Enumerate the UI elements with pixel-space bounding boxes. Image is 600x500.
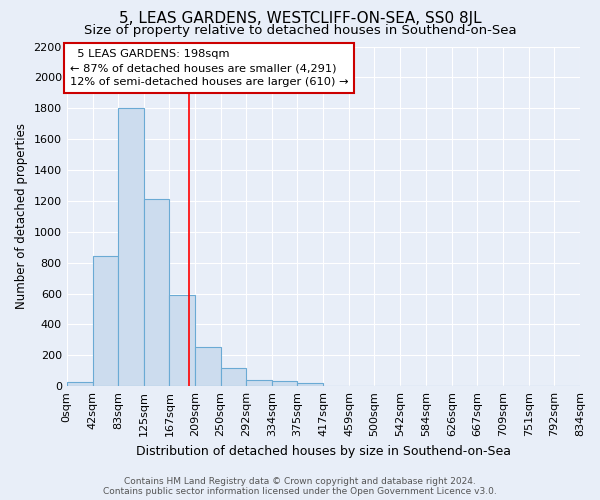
Bar	[143, 200, 169, 386]
Bar	[92, 256, 118, 386]
X-axis label: Distribution of detached houses by size in Southend-on-Sea: Distribution of detached houses by size …	[136, 444, 511, 458]
Bar	[247, 380, 272, 386]
Text: 5 LEAS GARDENS: 198sqm
← 87% of detached houses are smaller (4,291)
12% of semi-: 5 LEAS GARDENS: 198sqm ← 87% of detached…	[70, 49, 348, 87]
Bar	[67, 382, 92, 386]
Bar	[272, 381, 298, 386]
Text: Size of property relative to detached houses in Southend-on-Sea: Size of property relative to detached ho…	[83, 24, 517, 37]
Bar	[118, 108, 143, 386]
Bar	[196, 347, 221, 386]
Bar	[221, 368, 247, 386]
Text: 5, LEAS GARDENS, WESTCLIFF-ON-SEA, SS0 8JL: 5, LEAS GARDENS, WESTCLIFF-ON-SEA, SS0 8…	[119, 12, 481, 26]
Text: Contains HM Land Registry data © Crown copyright and database right 2024.
Contai: Contains HM Land Registry data © Crown c…	[103, 476, 497, 496]
Bar	[298, 383, 323, 386]
Bar	[169, 295, 196, 386]
Y-axis label: Number of detached properties: Number of detached properties	[15, 124, 28, 310]
